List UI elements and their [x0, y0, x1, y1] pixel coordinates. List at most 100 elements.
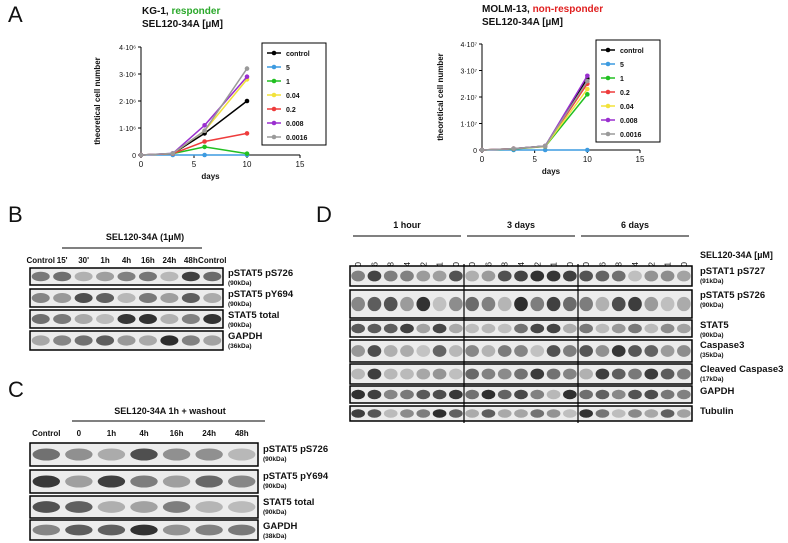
blot-band	[497, 409, 512, 418]
blot-band	[546, 409, 561, 418]
x-axis-label: days	[542, 167, 561, 176]
legend-marker	[271, 78, 277, 84]
blot-band	[65, 475, 93, 488]
blot-band	[117, 314, 136, 324]
lane-label: Control	[198, 256, 226, 265]
blot-band	[611, 409, 626, 418]
blot-band	[644, 368, 659, 380]
data-point	[170, 151, 176, 156]
blot-band	[611, 389, 626, 400]
x-tick-label: 10	[243, 160, 252, 169]
blot-band	[383, 389, 398, 400]
blot-band	[465, 296, 479, 312]
blot-band	[32, 524, 60, 536]
data-point	[585, 92, 590, 97]
legend-label: 0.0016	[620, 132, 642, 139]
blot-band	[514, 409, 528, 418]
size-label: (90kDa)	[700, 302, 723, 309]
blot-band	[97, 501, 126, 513]
blot-band	[514, 345, 528, 357]
blot-band	[367, 323, 382, 334]
blot-band	[644, 296, 659, 312]
protein-label: GAPDH	[700, 386, 734, 397]
blot-band	[53, 271, 72, 282]
blot-band	[367, 296, 382, 312]
blot-band	[400, 345, 414, 357]
blot-band	[96, 314, 115, 324]
x-axis-label: days	[201, 172, 220, 181]
blot-band	[400, 368, 414, 380]
lane-label: 0	[680, 261, 689, 266]
legend-marker	[605, 103, 611, 109]
blot-band	[449, 270, 463, 282]
data-point	[244, 131, 250, 136]
blot-band	[677, 345, 691, 357]
data-point	[202, 144, 207, 150]
blot-band	[400, 389, 414, 400]
blot-band	[351, 409, 365, 418]
protein-label: Tubulin	[700, 406, 734, 417]
blot-band	[160, 335, 179, 346]
legend-marker	[605, 117, 611, 123]
lane-label: 48h	[235, 429, 249, 438]
protein-label: STAT5	[700, 320, 729, 331]
blot-band	[53, 314, 72, 324]
blot-band	[400, 323, 414, 334]
blot-band	[563, 345, 577, 357]
x-tick-label: 10	[583, 155, 592, 164]
blot-band	[660, 345, 675, 357]
title-text: KG-1,	[142, 6, 171, 17]
data-point	[585, 147, 590, 153]
blot-band	[660, 368, 675, 380]
blot-band	[497, 389, 512, 400]
blot-band	[563, 409, 577, 418]
series-line	[140, 68, 248, 156]
chart-title: KG-1, responder	[142, 6, 220, 17]
blot-band	[449, 323, 463, 334]
chart-title: MOLM-13, non-responder	[482, 4, 603, 15]
lane-label: 0	[452, 261, 461, 266]
treatment-label: SEL120-34A [µM]	[700, 250, 773, 260]
blot-band	[611, 270, 626, 282]
blot-band	[432, 323, 447, 334]
blot-band	[367, 389, 382, 400]
legend-label: 0.008	[286, 121, 304, 128]
panel-label: D	[316, 202, 332, 227]
blot-band	[465, 345, 479, 357]
blot-band	[677, 323, 691, 334]
protein-label: pSTAT1 pS727	[700, 266, 765, 277]
blot-band	[162, 448, 191, 461]
blot-band	[530, 296, 545, 312]
blot-band	[367, 409, 382, 418]
blot-band	[628, 345, 642, 357]
blot-band	[677, 368, 691, 380]
y-tick-label: 0	[132, 153, 136, 160]
blot-band	[383, 270, 398, 282]
blot-band	[416, 270, 431, 282]
blot-band	[449, 389, 463, 400]
data-point	[585, 78, 590, 84]
series-line	[140, 100, 248, 156]
legend-label: 0.2	[286, 107, 296, 114]
blot-band	[181, 271, 200, 282]
data-point	[202, 128, 207, 133]
blot-band	[32, 448, 60, 461]
blot-band	[228, 475, 256, 488]
blot-band	[546, 389, 561, 400]
blot-band	[481, 389, 496, 400]
blot-band	[497, 323, 512, 334]
blot-band	[530, 270, 545, 282]
y-tick-label: 2·10⁶	[119, 99, 136, 106]
blot-band	[138, 293, 157, 303]
legend-label: control	[286, 51, 310, 58]
blot-band	[367, 368, 382, 380]
y-tick-label: 4·10⁶	[119, 45, 136, 52]
legend-label: 1	[286, 79, 290, 86]
legend-label: control	[620, 48, 644, 55]
blot-band	[546, 296, 561, 312]
blot-band	[203, 314, 222, 324]
blot-band	[481, 345, 496, 357]
status-text: non-responder	[533, 4, 604, 15]
blot-band	[96, 271, 115, 282]
size-label: (38kDa)	[263, 533, 286, 540]
